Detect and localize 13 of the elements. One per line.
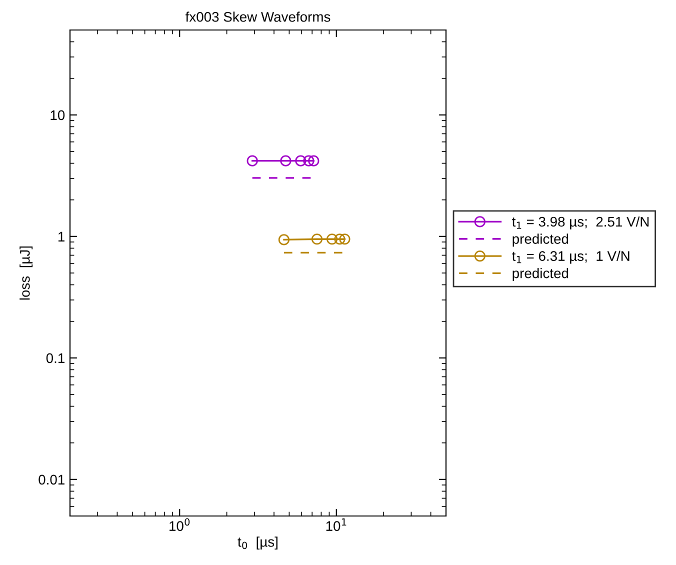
legend-label: t$_{1}$ = 3.98 µs; 2.51 V/N — [512, 216, 649, 230]
y-tick-label: 1 — [58, 232, 64, 242]
y-tick-label: 10 — [50, 110, 65, 120]
x-axis-title: t$_{0}$ [µs] — [238, 536, 278, 550]
x-tick-label: 10$^{0}$ — [170, 518, 190, 531]
legend-label: predicted — [512, 268, 568, 281]
chart-title: fx003 Skew Waveforms — [186, 12, 330, 22]
x-tick-label: 10$^{1}$ — [326, 518, 346, 531]
y-tick-label: 0.01 — [38, 474, 64, 485]
legend-label: t$_{1}$ = 6.31 µs; 1 V/N — [512, 250, 630, 264]
y-tick-label: 0.1 — [46, 353, 64, 364]
legend-label: predicted — [512, 234, 568, 247]
y-axis-title: loss [µJ] — [20, 246, 33, 300]
